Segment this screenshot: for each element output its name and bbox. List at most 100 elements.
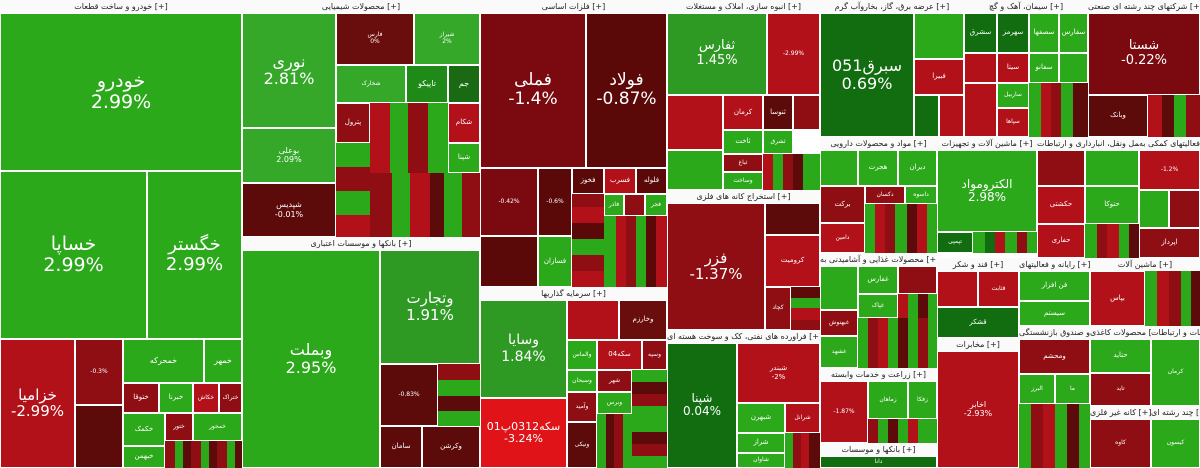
sector-header[interactable]: خودرو و ساخت قطعات [+] — [0, 0, 242, 14]
stock-tile[interactable]: کاوه — [1090, 419, 1151, 468]
sector-header[interactable]: محصولات شیمیایی [+] — [242, 0, 480, 14]
stock-tile[interactable]: کرمان — [1151, 339, 1200, 406]
stock-tile[interactable] — [480, 236, 538, 287]
stock-tile[interactable]: -2.99% — [767, 13, 820, 95]
stock-tile[interactable]: سفارس — [1059, 13, 1088, 53]
stock-tile[interactable]: شبهرن — [737, 403, 785, 433]
stock-tile[interactable] — [667, 95, 723, 150]
sector-header[interactable]: فلزات اساسی [+] — [480, 0, 667, 14]
stock-tile[interactable]: شرانل — [785, 403, 820, 433]
sector-header[interactable]: شرکتهای چند رشته ای صنعتی [+] — [1088, 0, 1200, 14]
stock-tile[interactable]: فارس 0% — [336, 13, 414, 65]
stock-tile[interactable]: بوعلی 2.09% — [242, 128, 336, 183]
stock-tile[interactable] — [898, 266, 937, 294]
stock-tile[interactable]: شپنا — [448, 143, 480, 173]
stock-tile[interactable]: شخارک — [336, 65, 406, 103]
sector-header[interactable]: فراورده های نفتی، کک و سوخت هسته ای [+] — [667, 330, 820, 344]
stock-tile[interactable] — [624, 194, 645, 216]
stock-tile[interactable]: وبرس — [597, 392, 632, 414]
stock-tile[interactable]: خودرو 2.99% — [0, 13, 242, 171]
stock-tile[interactable]: خگستر 2.99% — [147, 171, 242, 339]
stock-tile[interactable] — [1037, 150, 1085, 186]
sector-header[interactable]: مواد و محصولات دارویی [+] — [820, 137, 937, 151]
stock-tile[interactable]: سامان — [380, 426, 422, 468]
sector-header[interactable]: کانه غیر فلزی [+] — [1090, 406, 1151, 420]
stock-tile[interactable] — [1169, 190, 1200, 228]
sector-header[interactable]: بانکها و موسسات [+] — [820, 443, 937, 457]
stock-tile[interactable]: شهر — [597, 370, 632, 392]
sector-header[interactable]: ماشین آلات [+] — [1090, 258, 1200, 272]
stock-tile[interactable] — [1139, 190, 1169, 228]
sector-header[interactable]: بیمه و صندوق بازنشستگی [+] — [1019, 326, 1090, 340]
stock-tile[interactable]: الکترومواد 2.98% — [937, 150, 1037, 232]
sector-header[interactable]: انبوه سازی، املاک و مستغلات [+] — [667, 0, 820, 14]
stock-tile[interactable]: وآمید — [567, 392, 597, 422]
sector-header[interactable]: فعالیتهای کمکی به [+] — [1139, 137, 1200, 151]
stock-tile[interactable]: هجرت — [858, 150, 898, 186]
sector-header[interactable]: استخراج کانه های فلزی [+] — [667, 190, 820, 204]
stock-tile[interactable]: سهرمز — [997, 13, 1029, 53]
stock-tile[interactable] — [964, 83, 997, 137]
stock-tile[interactable]: ومحشم — [1019, 339, 1090, 374]
stock-tile[interactable]: شبندر -2% — [737, 343, 820, 403]
stock-tile[interactable]: حتوکا — [1085, 186, 1139, 224]
stock-tile[interactable] — [964, 53, 997, 83]
stock-tile[interactable]: فاذر — [604, 194, 624, 216]
stock-tile[interactable]: ختوقا — [123, 383, 159, 413]
sector-header[interactable]: ماشین آلات و تجهیزات [+] — [937, 137, 1037, 151]
stock-tile[interactable]: خبرنا — [159, 383, 193, 413]
stock-tile[interactable]: اپرداز — [1139, 228, 1200, 258]
stock-tile[interactable]: سکه04 — [597, 340, 642, 370]
stock-tile[interactable] — [667, 150, 723, 190]
stock-tile[interactable]: سکه0312پ01 -3.24% — [480, 398, 567, 468]
stock-tile[interactable]: فلوله — [636, 168, 667, 194]
stock-tile[interactable]: -0.83% — [380, 364, 438, 426]
stock-tile[interactable]: والماس — [567, 340, 597, 370]
stock-tile[interactable] — [765, 203, 820, 235]
stock-tile[interactable]: وبملت 2.95% — [242, 250, 380, 468]
stock-tile[interactable]: وبانک — [1088, 95, 1148, 137]
stock-tile[interactable]: خکاش — [193, 383, 219, 413]
stock-tile[interactable] — [75, 405, 123, 468]
stock-tile[interactable]: -0.6% — [538, 168, 572, 236]
stock-tile[interactable] — [1059, 53, 1088, 83]
stock-tile[interactable]: شراز — [737, 433, 785, 453]
stock-tile[interactable]: فزر -1.37% — [667, 203, 765, 330]
stock-tile[interactable]: غبهنوش — [820, 310, 858, 336]
stock-tile[interactable]: زفکا — [908, 381, 937, 419]
stock-tile[interactable]: فولاد -0.87% — [586, 13, 667, 168]
sector-header[interactable]: سرمایه گذاریها [+] — [480, 287, 667, 301]
stock-tile[interactable]: کروميت — [765, 235, 820, 287]
stock-tile[interactable]: فبيرا — [914, 59, 964, 95]
stock-tile[interactable] — [793, 95, 820, 130]
stock-tile[interactable] — [939, 95, 964, 137]
sector-header[interactable]: محصولات غذایی و آشامیدنی به [+] — [820, 253, 937, 267]
stock-tile[interactable]: دیران — [898, 150, 937, 186]
stock-tile[interactable]: کرمان — [723, 95, 763, 130]
stock-tile[interactable]: البرز — [1019, 374, 1055, 404]
stock-tile[interactable]: خبهمن — [123, 446, 165, 468]
stock-tile[interactable]: تپمپی — [937, 232, 973, 253]
stock-tile[interactable]: سیستم — [1019, 301, 1090, 326]
sector-header[interactable]: بانکها و موسسات اعتباری [+] — [242, 237, 480, 251]
stock-tile[interactable] — [820, 150, 858, 186]
stock-tile[interactable]: نوری 2.81% — [242, 13, 336, 128]
stock-tile[interactable]: ثباغ — [723, 154, 763, 172]
stock-tile[interactable]: دامین — [820, 223, 865, 253]
stock-tile[interactable]: خساپا 2.99% — [0, 171, 147, 339]
stock-tile[interactable]: برکت — [820, 186, 865, 223]
stock-tile[interactable]: سفانو — [1029, 53, 1059, 83]
stock-tile[interactable]: غپاک — [858, 294, 898, 318]
stock-tile[interactable]: فجر — [645, 194, 667, 216]
stock-tile[interactable]: -1.2% — [1139, 150, 1200, 190]
stock-tile[interactable] — [914, 13, 964, 59]
stock-tile[interactable]: تاپیکو — [406, 65, 448, 103]
sector-header[interactable]: حمل ونقل، انبارداری و ارتباطات [+] — [1037, 137, 1139, 151]
stock-tile[interactable]: سيتا — [997, 53, 1029, 83]
stock-tile[interactable]: حفاری — [1037, 224, 1085, 258]
stock-tile[interactable] — [820, 266, 858, 310]
stock-tile[interactable]: کچاد — [765, 287, 791, 330]
stock-tile[interactable]: فملی -1.4% — [480, 13, 586, 168]
sector-header[interactable]: قند و شکر [+] — [937, 258, 1019, 272]
stock-tile[interactable]: ونیکی — [567, 422, 597, 468]
